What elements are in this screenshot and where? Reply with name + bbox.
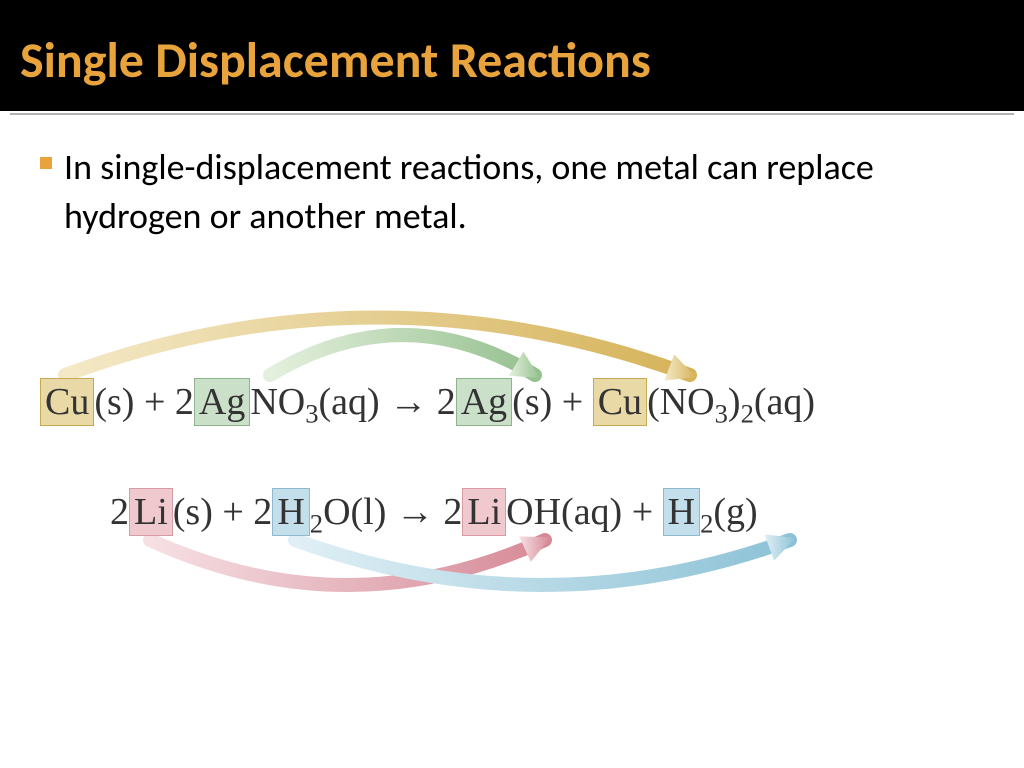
slide-content: In single-displacement reactions, one me…	[0, 115, 1024, 680]
highlight-blue: H	[663, 488, 700, 536]
equation-1: Cu(s) + 2AgNO3(aq) → 2Ag(s) + Cu(NO3)2(a…	[40, 380, 815, 430]
bullet-icon	[40, 157, 52, 169]
arrow-li	[150, 540, 545, 585]
reaction-diagram: Cu(s) + 2AgNO3(aq) → 2Ag(s) + Cu(NO3)2(a…	[40, 260, 984, 680]
highlight-pink: Li	[129, 488, 173, 536]
arrow-layer	[40, 260, 984, 680]
arrow-li-head	[519, 537, 550, 562]
arrow-h-head	[765, 535, 796, 561]
arrow-cu	[65, 318, 690, 376]
highlight-pink: Li	[462, 488, 506, 536]
highlight-gold: Cu	[593, 378, 647, 426]
arrow-h	[295, 540, 790, 585]
highlight-green: Ag	[194, 378, 250, 426]
highlight-gold: Cu	[40, 378, 94, 426]
slide-header: Single Displacement Reactions	[0, 0, 1024, 111]
arrow-ag-head	[509, 352, 540, 378]
bullet-item: In single-displacement reactions, one me…	[40, 143, 984, 240]
slide-title: Single Displacement Reactions	[20, 30, 1004, 91]
equation-2: 2Li(s) + 2H2O(l) → 2LiOH(aq) + H2(g)	[110, 490, 758, 540]
highlight-blue: H	[272, 488, 309, 536]
arrow-ag	[270, 335, 535, 375]
arrow-cu-head	[665, 354, 696, 380]
highlight-green: Ag	[456, 378, 512, 426]
body-text: In single-displacement reactions, one me…	[64, 143, 984, 240]
